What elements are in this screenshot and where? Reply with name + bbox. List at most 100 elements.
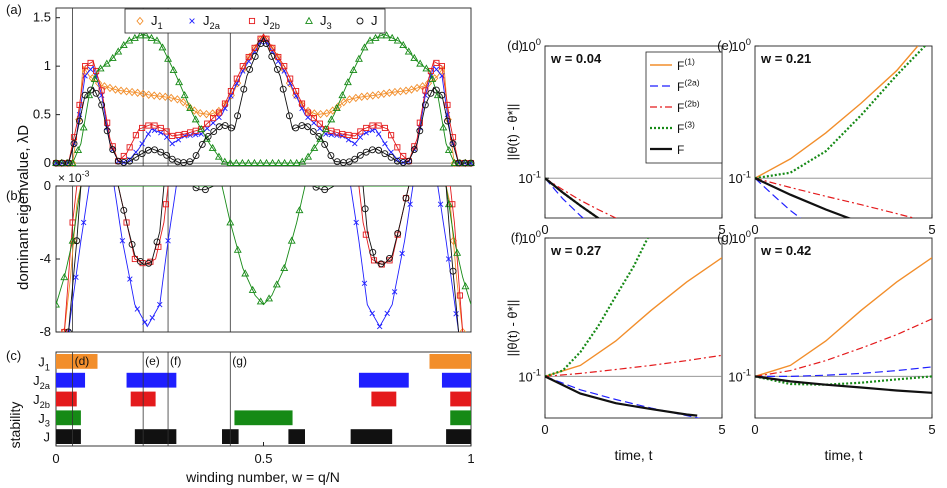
data-point-J2b [215, 109, 223, 116]
xlabel-winding-number: winding number, w = q/N [185, 469, 340, 485]
data-point-J2b [87, 59, 94, 66]
data-point-J1 [424, 78, 433, 88]
data-point-J [136, 257, 144, 265]
data-point-J3 [108, 53, 117, 61]
data-point-J3 [265, 294, 274, 302]
data-point-J3 [377, 31, 386, 39]
data-point-J3 [60, 273, 69, 281]
data-point-J [76, 117, 83, 125]
data-point-J1 [128, 87, 136, 97]
data-point-J2a [175, 137, 182, 143]
data-point-J1 [156, 92, 164, 101]
series-group [56, 186, 471, 332]
data-point-J [410, 146, 418, 153]
legend: F(1) F(2a) F(2b) F(3) F [645, 51, 723, 164]
panel-b-label: (b) [6, 188, 22, 203]
data-point-J2b [433, 59, 440, 66]
data-point-J3 [286, 158, 295, 166]
data-point-J [109, 146, 117, 153]
stability-label: stability [7, 402, 23, 449]
data-point-J2a [363, 130, 369, 136]
data-point-J2a [422, 92, 429, 98]
series-group [755, 257, 932, 394]
data-point-J [163, 151, 171, 159]
data-point-J3 [90, 74, 99, 82]
data-point-J1 [358, 92, 366, 102]
plot-frame [754, 45, 933, 219]
data-point-J1 [316, 109, 325, 119]
data-point-J1 [323, 108, 331, 118]
data-point-J2a [384, 310, 390, 317]
data-point-J3 [220, 157, 229, 165]
series-group [545, 177, 618, 218]
data-point-J2a [119, 238, 126, 244]
data-point-J2a [163, 134, 170, 140]
x-tick-label: 5 [928, 222, 935, 237]
data-point-J [103, 127, 111, 135]
data-point-J3 [272, 280, 281, 288]
data-point-J [438, 91, 446, 99]
data-point-J3 [327, 115, 336, 123]
data-point-J1 [134, 88, 142, 98]
vline-label: (e) [145, 354, 160, 368]
y-tick-label: 0 [44, 178, 51, 193]
plot-frame [55, 185, 472, 333]
data-point-J2a [388, 149, 394, 155]
data-point-J3 [169, 65, 178, 74]
legend-label-F2b: F(2b) [677, 99, 700, 115]
data-point-J2a [127, 276, 133, 282]
data-point-J3 [404, 47, 413, 55]
series-line-J2a [56, 36, 471, 164]
data-point-J1 [122, 87, 131, 96]
data-point-J [87, 86, 95, 94]
data-point-J3 [130, 33, 139, 41]
data-point-J2a [382, 140, 388, 147]
data-point-J [65, 328, 72, 332]
data-point-J [416, 127, 424, 135]
panel-e: 100 10-1 (e) w = 0.21 0 5 [717, 37, 936, 237]
data-point-J2b [123, 219, 130, 226]
data-point-J3 [226, 158, 235, 166]
data-point-J3 [338, 91, 347, 99]
data-point-J2b [400, 152, 407, 160]
data-point-J [381, 150, 389, 158]
data-point-J2a [165, 238, 171, 244]
data-point-J [251, 53, 259, 60]
data-point-J1 [459, 327, 467, 332]
y-tick-label: 10-1 [518, 169, 541, 186]
data-point-J2b [245, 53, 252, 61]
data-point-J1 [94, 78, 103, 88]
data-point-J3 [399, 40, 408, 49]
data-point-J3 [416, 59, 425, 67]
data-point-J2a [80, 219, 87, 226]
data-point-J2b [131, 255, 138, 263]
data-point-J [467, 159, 475, 167]
data-point-J1 [396, 87, 405, 96]
data-point-J [132, 153, 140, 161]
data-point-J2a [407, 201, 413, 207]
data-point-J [186, 158, 194, 166]
data-point-J1 [407, 85, 416, 94]
data-point-J2b [449, 134, 457, 141]
panel-f: 100 10-1 ||θ(t) - θ*|| (f) w = 0.27 0 5 time, t [505, 229, 726, 463]
data-point-J3 [439, 123, 448, 131]
stability-bar-J3 [56, 410, 81, 426]
data-point-J2a [445, 256, 452, 262]
data-point-J3 [366, 36, 374, 44]
stability-bar-J2b [371, 391, 397, 407]
y-tick-label: 0 [44, 155, 51, 170]
data-point-J3 [158, 43, 167, 51]
data-point-J2a [433, 66, 440, 73]
data-point-J [246, 65, 254, 73]
data-point-J [377, 260, 385, 268]
data-point-J [402, 194, 410, 202]
data-point-J3 [280, 263, 289, 271]
stability-bar-J2a [56, 372, 86, 388]
panel-label-f: (f) [511, 230, 523, 245]
data-point-J [387, 153, 395, 161]
data-point-J2b [444, 101, 451, 108]
series-line-F [755, 177, 852, 218]
data-point-J3 [74, 145, 83, 154]
data-point-J3 [233, 245, 242, 253]
